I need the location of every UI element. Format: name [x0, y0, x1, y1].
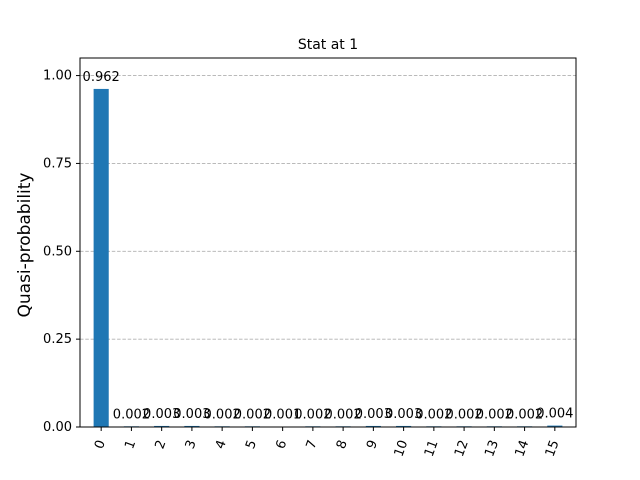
x-tick-label: 4: [213, 438, 230, 451]
x-tick-label: 3: [183, 438, 200, 451]
x-tick-label: 15: [543, 438, 563, 459]
x-tick-label: 1: [122, 438, 139, 451]
data-label: 0.002: [415, 407, 452, 422]
chart-title: Stat at 1: [298, 37, 358, 53]
data-label: 0.002: [113, 407, 150, 422]
data-label: 0.002: [294, 407, 331, 422]
bar: [154, 425, 170, 427]
bar: [396, 425, 412, 427]
data-label: 0.003: [355, 407, 392, 422]
y-tick-label: 0.00: [43, 420, 72, 435]
x-tick-label: 12: [452, 438, 472, 459]
x-tick-label: 2: [152, 438, 169, 451]
bars: [93, 88, 563, 428]
y-tick-label: 1.00: [43, 69, 72, 84]
data-label: 0.002: [445, 407, 482, 422]
y-tick-label: 0.25: [43, 332, 72, 347]
x-tick-label: 14: [513, 438, 533, 459]
bar: [365, 425, 381, 427]
y-tick-label: 0.75: [43, 156, 72, 171]
bar: [184, 425, 200, 427]
data-label: 0.002: [506, 407, 543, 422]
x-tick-label: 8: [334, 438, 351, 451]
plot-frame: [79, 57, 577, 428]
y-axis-title: Quasi-probability: [15, 173, 35, 318]
data-labels: 0.9620.0020.0030.0030.0020.0020.0010.002…: [83, 70, 574, 423]
x-tick-label: 0: [92, 438, 109, 451]
data-label: 0.003: [385, 407, 422, 422]
data-label: 0.003: [173, 407, 210, 422]
x-tick-label: 11: [422, 438, 442, 459]
x-axis: 0 1 2 3 4 5 6 7 8 9 10 11 12 13 14 15: [92, 427, 563, 459]
data-label: 0.002: [476, 407, 513, 422]
data-label: 0.004: [536, 407, 573, 422]
bar: [547, 425, 563, 427]
data-label: 0.002: [204, 407, 241, 422]
data-label: 0.002: [325, 407, 362, 422]
x-tick-label: 10: [392, 438, 412, 459]
x-tick-label: 5: [243, 438, 260, 451]
x-tick-label: 13: [482, 438, 502, 459]
x-tick-label: 7: [304, 438, 321, 451]
data-label: 0.962: [83, 70, 120, 85]
bar: [93, 88, 109, 427]
x-tick-label: 9: [364, 438, 381, 451]
x-tick-label: 6: [273, 438, 290, 451]
data-label: 0.002: [234, 407, 271, 422]
data-label: 0.003: [143, 407, 180, 422]
data-label: 0.001: [264, 408, 301, 423]
y-tick-label: 0.50: [43, 244, 72, 259]
y-axis: 0.00 0.25 0.50 0.75 1.00: [43, 69, 80, 435]
grid-lines: [80, 75, 576, 340]
